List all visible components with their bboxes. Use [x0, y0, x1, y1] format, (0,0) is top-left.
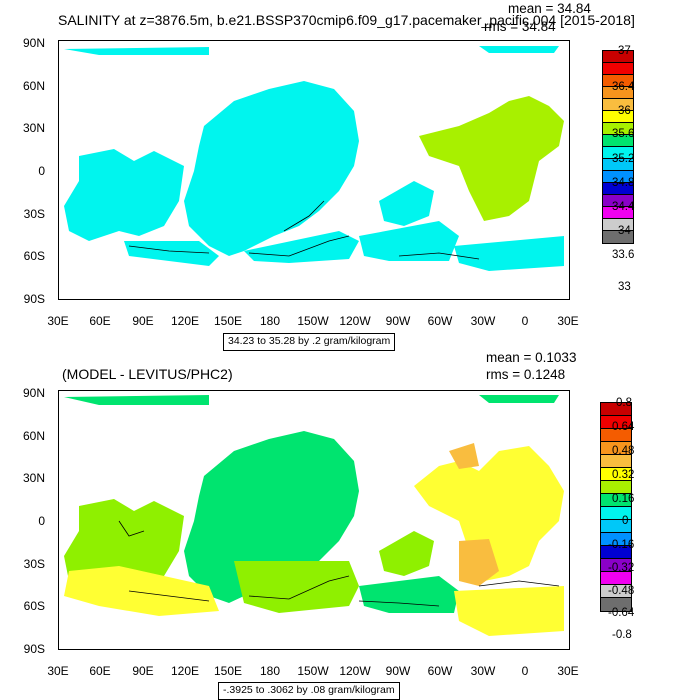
lon-label: 30E	[557, 314, 579, 328]
colorbar-label: 36	[618, 105, 631, 117]
colorbar-label: 36.4	[612, 81, 635, 93]
lon-label: 60W	[427, 664, 453, 678]
lon-label: 30W	[470, 664, 496, 678]
top-rms-stat: rms = 34.84	[484, 19, 556, 34]
lat-label: 90N	[22, 386, 45, 400]
lon-label: 150E	[213, 314, 243, 328]
lon-label: 150W	[297, 664, 329, 678]
colorbar-label: 37	[618, 45, 631, 57]
colorbar-label: 0	[622, 515, 629, 527]
colorbar-label: 34.8	[612, 177, 635, 189]
top-contour-info: 34.23 to 35.28 by .2 gram/kilogram	[223, 333, 396, 351]
lat-label: 0	[38, 164, 45, 178]
lat-label: 60S	[23, 249, 45, 263]
lat-label: 30S	[23, 207, 45, 221]
lon-label: 180	[259, 314, 281, 328]
bottom-colorbar	[600, 402, 632, 612]
lat-label: 60N	[22, 429, 45, 443]
lon-label: 30E	[47, 664, 69, 678]
colorbar-label: 0.16	[612, 493, 635, 505]
lon-label: 60E	[89, 314, 111, 328]
top-mean-stat: mean = 34.84	[508, 1, 591, 16]
lat-label: 60N	[22, 79, 45, 93]
lon-label: 90E	[132, 314, 154, 328]
lon-label: 120E	[170, 314, 200, 328]
lat-label: 60S	[23, 599, 45, 613]
lon-label: 90W	[385, 664, 411, 678]
bottom-map-field	[64, 395, 564, 636]
lon-label: 60W	[427, 314, 453, 328]
colorbar-label: 33.6	[612, 249, 635, 261]
bottom-map	[58, 390, 570, 650]
lon-label: 150E	[213, 664, 243, 678]
bottom-panel-title: (MODEL - LEVITUS/PHC2)	[62, 366, 233, 382]
lon-label: 90W	[385, 314, 411, 328]
lat-label: 90S	[23, 292, 45, 306]
lon-label: 0	[521, 664, 529, 678]
colorbar-label: -0.48	[608, 585, 635, 597]
lon-label: 30E	[557, 664, 579, 678]
bottom-rms-stat: rms = 0.1248	[486, 367, 566, 382]
colorbar-label: 34	[618, 225, 631, 237]
colorbar-label: -0.16	[608, 539, 635, 551]
colorbar-label: 0.32	[612, 469, 635, 481]
lat-label: 90S	[23, 642, 45, 656]
lon-label: 120E	[170, 664, 200, 678]
colorbar-label: 35.2	[612, 153, 635, 165]
lat-label: 30N	[22, 471, 45, 485]
lon-label: 90E	[132, 664, 154, 678]
lon-label: 30W	[470, 314, 496, 328]
lon-label: 30E	[47, 314, 69, 328]
bottom-contour-info: -.3925 to .3062 by .08 gram/kilogram	[218, 682, 400, 700]
top-map	[58, 40, 570, 300]
lat-label: 0	[38, 514, 45, 528]
colorbar-label: 0.48	[612, 445, 635, 457]
top-colorbar	[602, 50, 634, 244]
lat-label: 90N	[22, 36, 45, 50]
lon-label: 120W	[339, 314, 371, 328]
colorbar-label: -0.8	[612, 629, 632, 641]
lat-label: 30N	[22, 121, 45, 135]
colorbar-label: 33	[618, 281, 631, 293]
top-panel-title: SALINITY at z=3876.5m, b.e21.BSSP370cmip…	[58, 12, 635, 28]
colorbar-label: 34.4	[612, 201, 635, 213]
colorbar-label: 0.64	[612, 421, 635, 433]
lon-label: 120W	[339, 664, 371, 678]
colorbar-label: 35.6	[612, 128, 635, 140]
lon-label: 180	[259, 664, 281, 678]
top-map-field	[64, 46, 564, 271]
lon-label: 150W	[297, 314, 329, 328]
lon-label: 60E	[89, 664, 111, 678]
colorbar-label: 0.8	[616, 397, 632, 409]
lon-label: 0	[521, 314, 529, 328]
lat-label: 30S	[23, 557, 45, 571]
colorbar-label: -0.32	[608, 562, 635, 574]
bottom-mean-stat: mean = 0.1033	[486, 350, 577, 365]
colorbar-label: -0.64	[608, 607, 635, 619]
